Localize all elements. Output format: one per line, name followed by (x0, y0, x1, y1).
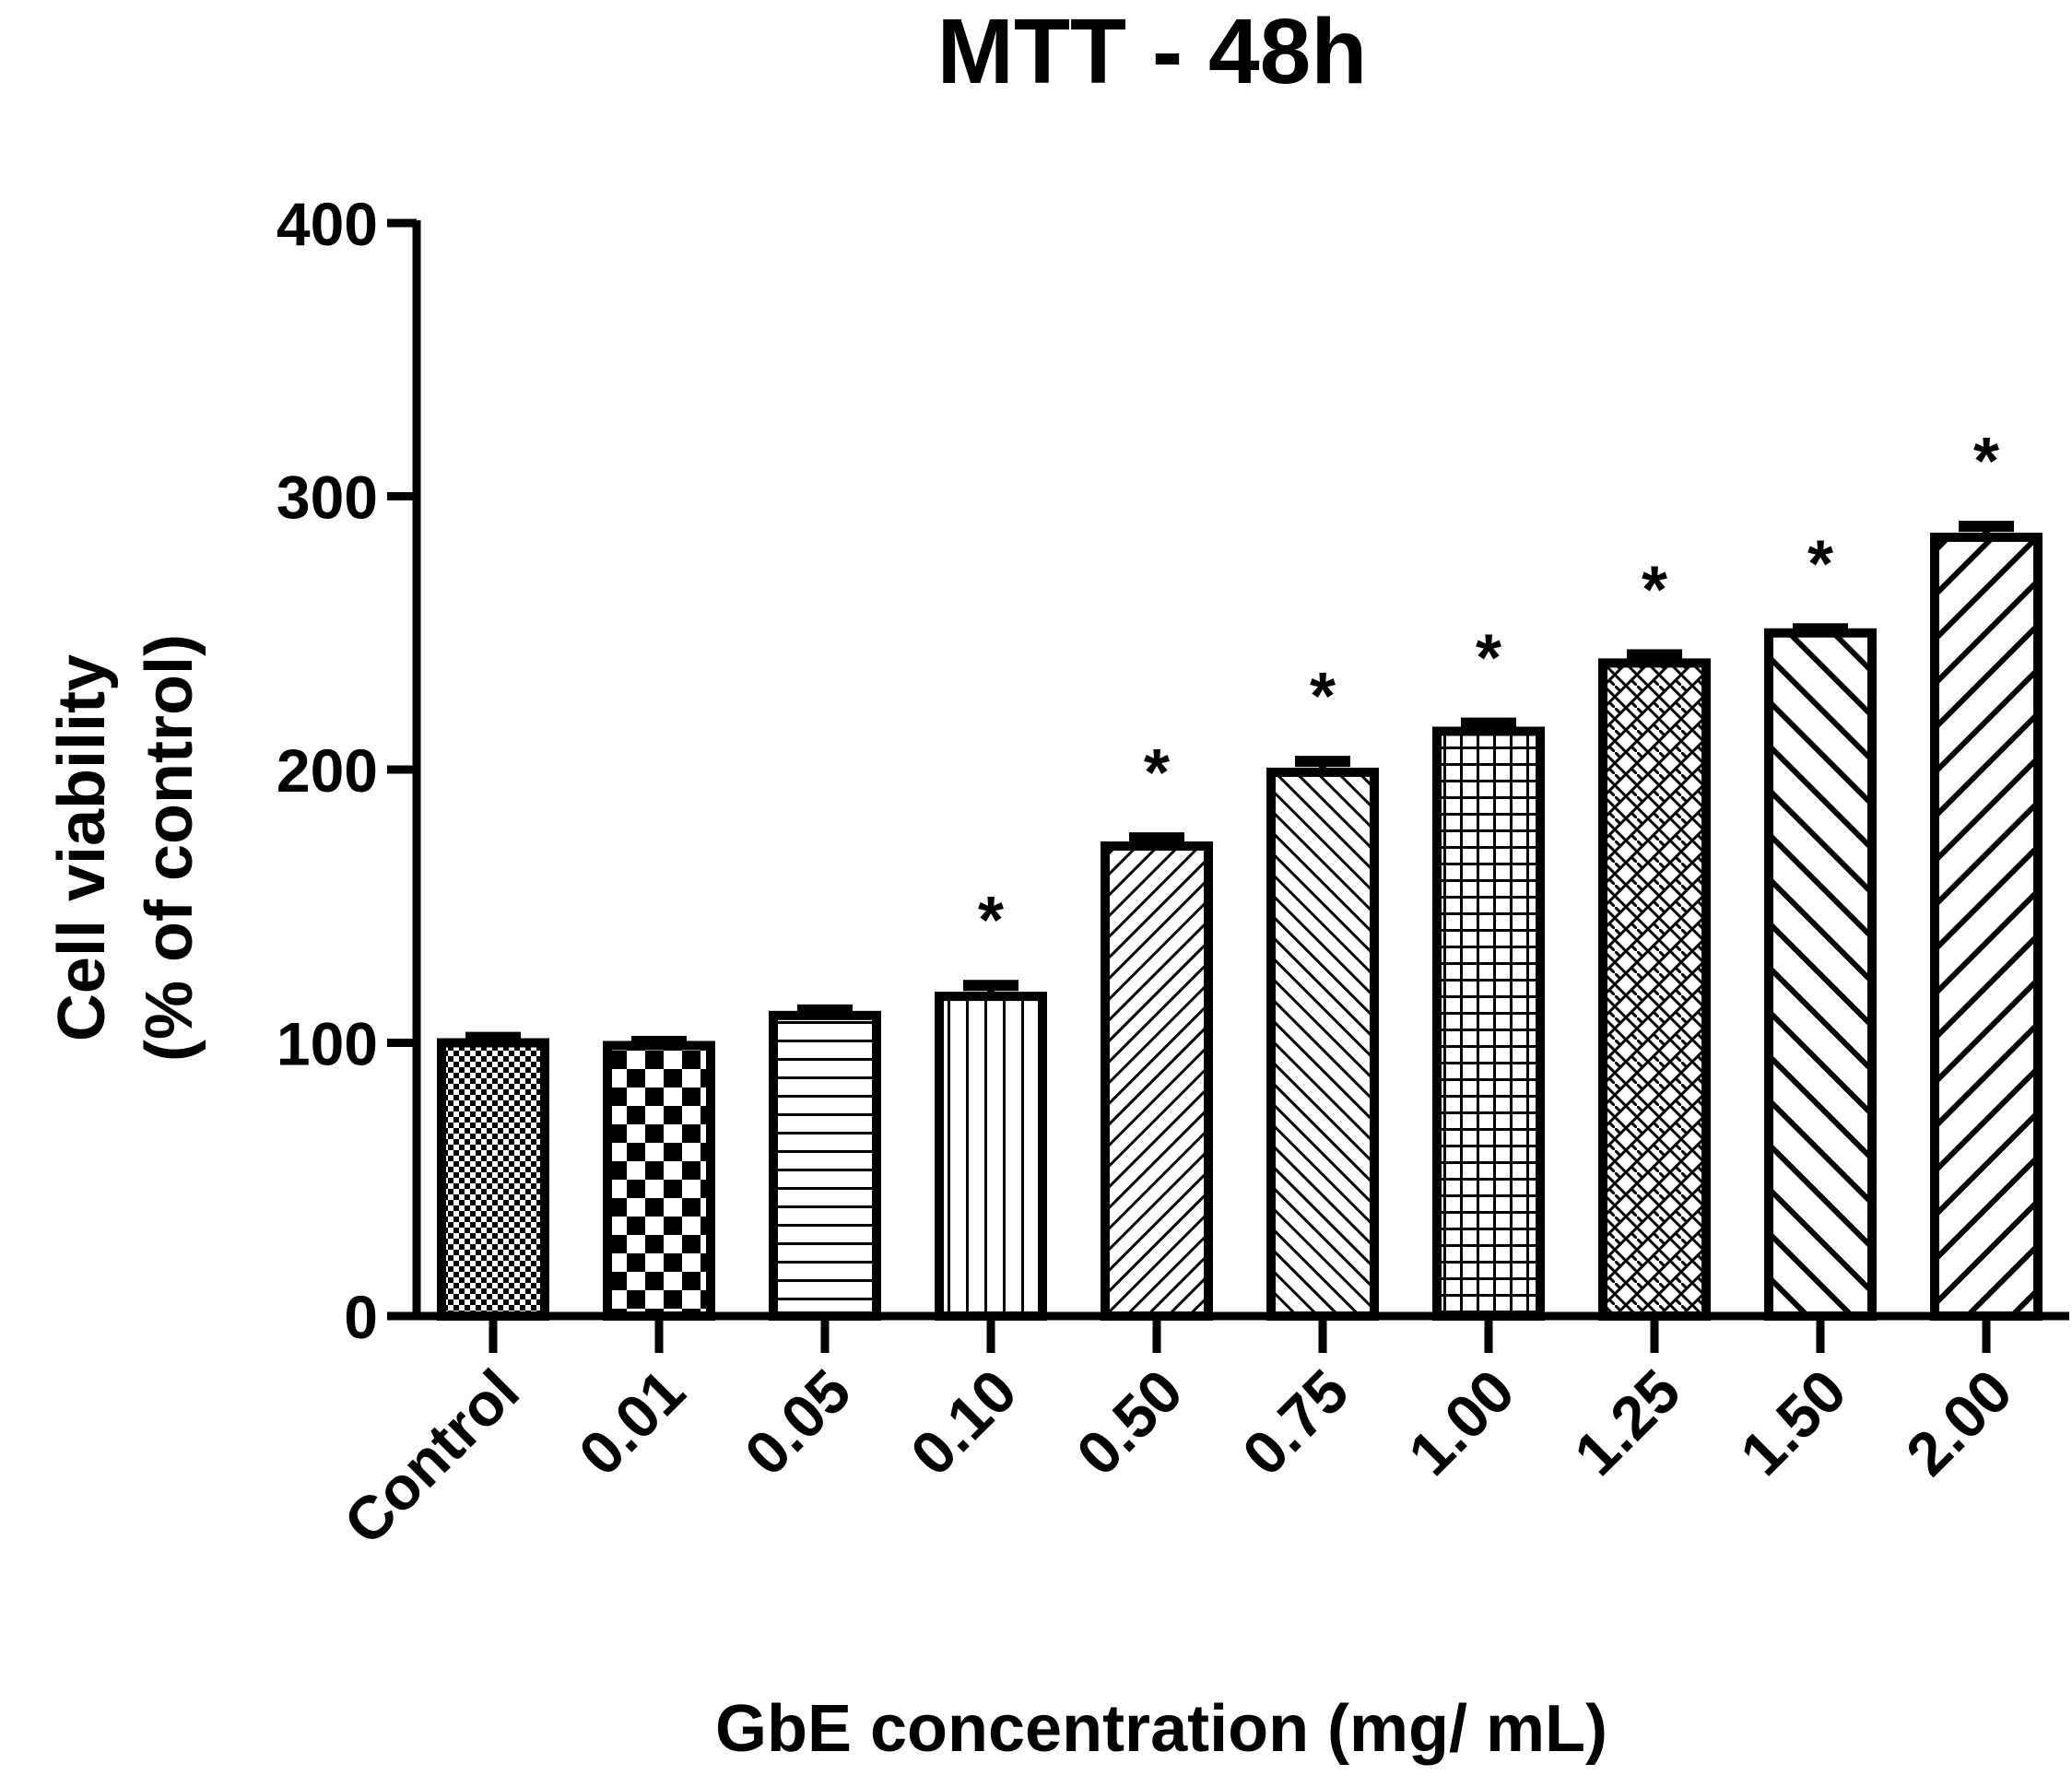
x-tick-label: 0.50 (1064, 1357, 1195, 1488)
bar-group: 0.75 * (1230, 660, 1379, 1488)
bar (1764, 628, 1877, 1321)
significance-marker: * (1642, 553, 1667, 627)
bar (1266, 767, 1379, 1321)
significance-marker: * (1144, 736, 1170, 810)
x-tick-label: Control (331, 1357, 532, 1558)
bar-group: 1.25 * (1561, 553, 1711, 1488)
bar (1432, 726, 1545, 1321)
significance-marker: * (1476, 622, 1501, 696)
x-axis-label: GbE concentration (mg/ mL) (715, 1692, 1607, 1766)
bar (1598, 658, 1711, 1321)
bar (1101, 841, 1213, 1322)
x-tick-label: 1.00 (1395, 1357, 1527, 1488)
significance-marker: * (1973, 425, 1999, 499)
y-tick-label: 0 (344, 1283, 378, 1351)
bar (769, 1010, 881, 1321)
y-tick-label: 300 (277, 464, 378, 532)
y-axis-label-line1: Cell viability (45, 654, 119, 1041)
y-tick-label: 400 (277, 190, 378, 258)
bar-group: 0.10 * (898, 884, 1047, 1488)
x-tick-label: 0.01 (566, 1357, 698, 1488)
bar-group: 0.05 (732, 1004, 881, 1488)
bar (437, 1038, 549, 1321)
bar-group: 0.01 (566, 1036, 715, 1488)
bar-group: 1.00 * (1395, 622, 1545, 1488)
y-axis-label-line2: (% of control) (133, 634, 206, 1062)
significance-marker: * (1310, 660, 1336, 734)
y-axis-label: Cell viability (% of control) (45, 634, 206, 1062)
chart-title: MTT - 48h (937, 0, 1368, 103)
y-tick-label: 100 (277, 1010, 378, 1078)
bar-group: 1.50 * (1727, 527, 1877, 1488)
x-tick-label: 0.05 (732, 1357, 864, 1488)
bar (1930, 532, 2043, 1321)
x-tick-label: 1.25 (1561, 1357, 1693, 1488)
x-tick-label: 0.75 (1230, 1357, 1361, 1488)
significance-marker: * (978, 884, 1004, 958)
bar (603, 1040, 715, 1321)
x-tick-label: 1.50 (1727, 1357, 1859, 1488)
significance-marker: * (1807, 527, 1833, 601)
bar-group: 0.50 * (1064, 736, 1213, 1488)
bar (935, 992, 1047, 1321)
x-tick-label: 0.10 (898, 1357, 1030, 1488)
bar-group: 2.00 * (1893, 425, 2043, 1488)
x-tick-label: 2.00 (1893, 1357, 2025, 1488)
y-tick-label: 200 (277, 736, 378, 805)
